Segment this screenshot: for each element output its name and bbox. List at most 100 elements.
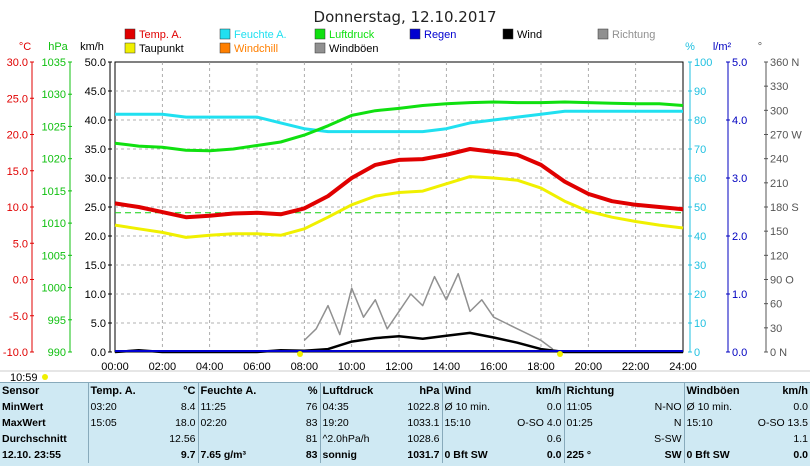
stats-header-title: Richtung bbox=[563, 383, 624, 399]
y-tick-label-wind: 0.0 bbox=[91, 347, 106, 359]
x-tick-label: 04:00 bbox=[196, 361, 224, 373]
stats-cell-value: 83 bbox=[305, 417, 318, 429]
stats-cell-sub: 01:25 bbox=[563, 415, 624, 431]
stats-cell-sub: 02:20 bbox=[197, 415, 258, 431]
stats-cell-sub: 15:10 bbox=[683, 415, 748, 431]
stats-row: MaxWert 15:05 18.0 02:20 83 19:20 1033.1 15:10 O… bbox=[0, 415, 810, 431]
x-tick-label: 12:00 bbox=[385, 361, 413, 373]
y-tick-label-wind: 45.0 bbox=[85, 86, 106, 98]
stats-header-unit: °C bbox=[183, 385, 196, 397]
y-tick-label-dir: 210 bbox=[770, 178, 788, 190]
time-marker bbox=[42, 374, 48, 380]
x-tick-label: 24:00 bbox=[669, 361, 697, 373]
y-tick-label-hum: 70 bbox=[694, 144, 706, 156]
y-tick-label-press: 1030 bbox=[42, 89, 66, 101]
stats-row-label: MinWert bbox=[2, 401, 44, 413]
series-line-temp-a- bbox=[114, 147, 684, 220]
legend-label-press: Luftdruck bbox=[329, 29, 375, 41]
y-tick-label-rain: 0.0 bbox=[732, 347, 747, 359]
y-tick-label-rain: 5.0 bbox=[732, 57, 747, 69]
stats-cell-sub: 11:25 bbox=[197, 399, 258, 415]
y-tick-label-wind: 30.0 bbox=[85, 173, 106, 185]
time-label: 10:59 bbox=[10, 372, 38, 382]
y-tick-label-hum: 0 bbox=[694, 347, 700, 359]
stats-row-label: MaxWert bbox=[2, 417, 46, 429]
y-tick-label-dir: 270 W bbox=[770, 130, 802, 142]
y-tick-label-hum: 80 bbox=[694, 115, 706, 127]
chart-title: Donnerstag, 12.10.2017 bbox=[314, 8, 497, 26]
stats-cell-value: 0.6 bbox=[546, 433, 562, 445]
y-tick-label-press: 1010 bbox=[42, 218, 66, 230]
y-tick-label-hum: 30 bbox=[694, 260, 706, 272]
legend-swatch-dir bbox=[597, 28, 609, 40]
y-tick-label-wind: 40.0 bbox=[85, 115, 106, 127]
y-tick-label-hum: 40 bbox=[694, 231, 706, 243]
y-tick-label-dir: 120 bbox=[770, 250, 788, 262]
y-tick-label-dir: 330 bbox=[770, 81, 788, 93]
y-tick-label-hum: 90 bbox=[694, 86, 706, 98]
stats-cell-sub: sonnig bbox=[319, 447, 380, 463]
stats-cell-sub bbox=[87, 447, 138, 463]
x-tick-label: 08:00 bbox=[291, 361, 319, 373]
y-tick-label-wind: 5.0 bbox=[91, 318, 106, 330]
legend-label-dir: Richtung bbox=[612, 29, 655, 41]
y-tick-label-dir: 0 N bbox=[770, 347, 787, 359]
stats-header-title: Feuchte A. bbox=[197, 383, 258, 399]
y-tick-label-press: 1020 bbox=[42, 154, 66, 166]
stats-cell-value: 0.0 bbox=[793, 401, 808, 413]
stats-cell-sub: 7.65 g/m³ bbox=[197, 447, 258, 463]
stats-cell-sub: 15:05 bbox=[87, 415, 138, 431]
stats-cell-value: 76 bbox=[305, 401, 318, 413]
legend-label-chill: Windchill bbox=[234, 43, 278, 55]
stats-cell-value: 1022.8 bbox=[407, 401, 440, 413]
stats-header-unit: hPa bbox=[419, 385, 440, 397]
y-tick-label-hum: 60 bbox=[694, 173, 706, 185]
legend-swatch-press bbox=[314, 28, 326, 40]
stats-cell-sub: 03:20 bbox=[87, 399, 138, 415]
x-tick-label: 20:00 bbox=[575, 361, 603, 373]
y-tick-label-wind: 25.0 bbox=[85, 202, 106, 214]
legend-swatch-hum bbox=[219, 28, 231, 40]
y-tick-label-hum: 20 bbox=[694, 289, 706, 301]
stats-cell-value: N bbox=[673, 417, 682, 429]
y-tick-label-temp: 0.0 bbox=[13, 275, 28, 287]
stats-cell-sub: Ø 10 min. bbox=[683, 399, 748, 415]
stats-cell-value: 0.0 bbox=[793, 449, 808, 461]
x-tick-label: 18:00 bbox=[527, 361, 555, 373]
y-tick-label-temp: -10.0 bbox=[3, 347, 28, 359]
axis-unit-wind: km/h bbox=[80, 41, 104, 53]
stats-row: 12.10. 23:55 9.7 7.65 g/m³ 83 sonnig 1031.7 0 … bbox=[0, 447, 810, 463]
series-line-luftdruck bbox=[114, 100, 684, 153]
stats-cell-value: 0.0 bbox=[546, 401, 562, 413]
axis-unit-rain: l/m² bbox=[713, 41, 732, 53]
legend-swatch-wind bbox=[502, 28, 514, 40]
stats-cell-sub: 19:20 bbox=[319, 415, 380, 431]
y-tick-label-dir: 360 N bbox=[770, 57, 799, 69]
stats-cell-value: S-SW bbox=[654, 433, 682, 445]
y-tick-label-rain: 4.0 bbox=[732, 115, 747, 127]
x-tick-label: 06:00 bbox=[243, 361, 271, 373]
stats-cell-value: 1.1 bbox=[793, 433, 808, 445]
stats-cell-value: 81 bbox=[305, 433, 318, 445]
y-tick-label-dir: 60 bbox=[770, 299, 782, 311]
series-line-feuchte-a- bbox=[115, 109, 683, 134]
weather-chart: Donnerstag, 12.10.2017 Temp. A. Feuchte A… bbox=[0, 8, 810, 382]
stats-cell-value: 1031.7 bbox=[407, 449, 440, 461]
sun-marker bbox=[297, 351, 303, 357]
plot-area bbox=[114, 100, 684, 357]
stats-row: Durchschnitt 12.56 81 ^2.0hPa/h 1028.6 0.6 S-S… bbox=[0, 431, 810, 447]
axes: 00:00 02:00 04:00 06:00 08:00 10:00 12:00 14:00… bbox=[3, 41, 802, 373]
stats-row: MinWert 03:20 8.4 11:25 76 04:35 1022.8 Ø 10 mi… bbox=[0, 399, 810, 415]
legend-swatch-rain bbox=[409, 28, 421, 40]
stats-cell-value: 12.56 bbox=[169, 433, 196, 445]
stats-header-unit bbox=[624, 383, 684, 399]
legend-label-wind: Wind bbox=[517, 29, 542, 41]
y-tick-label-rain: 2.0 bbox=[732, 231, 747, 243]
legend-label-temp: Temp. A. bbox=[139, 29, 182, 41]
x-tick-label: 10:00 bbox=[338, 361, 366, 373]
series-line-windb-en bbox=[303, 272, 554, 350]
stats-cell-sub bbox=[441, 431, 502, 447]
legend-swatch-chill bbox=[219, 42, 231, 54]
y-tick-label-hum: 100 bbox=[694, 57, 712, 69]
y-tick-label-temp: 15.0 bbox=[7, 166, 28, 178]
